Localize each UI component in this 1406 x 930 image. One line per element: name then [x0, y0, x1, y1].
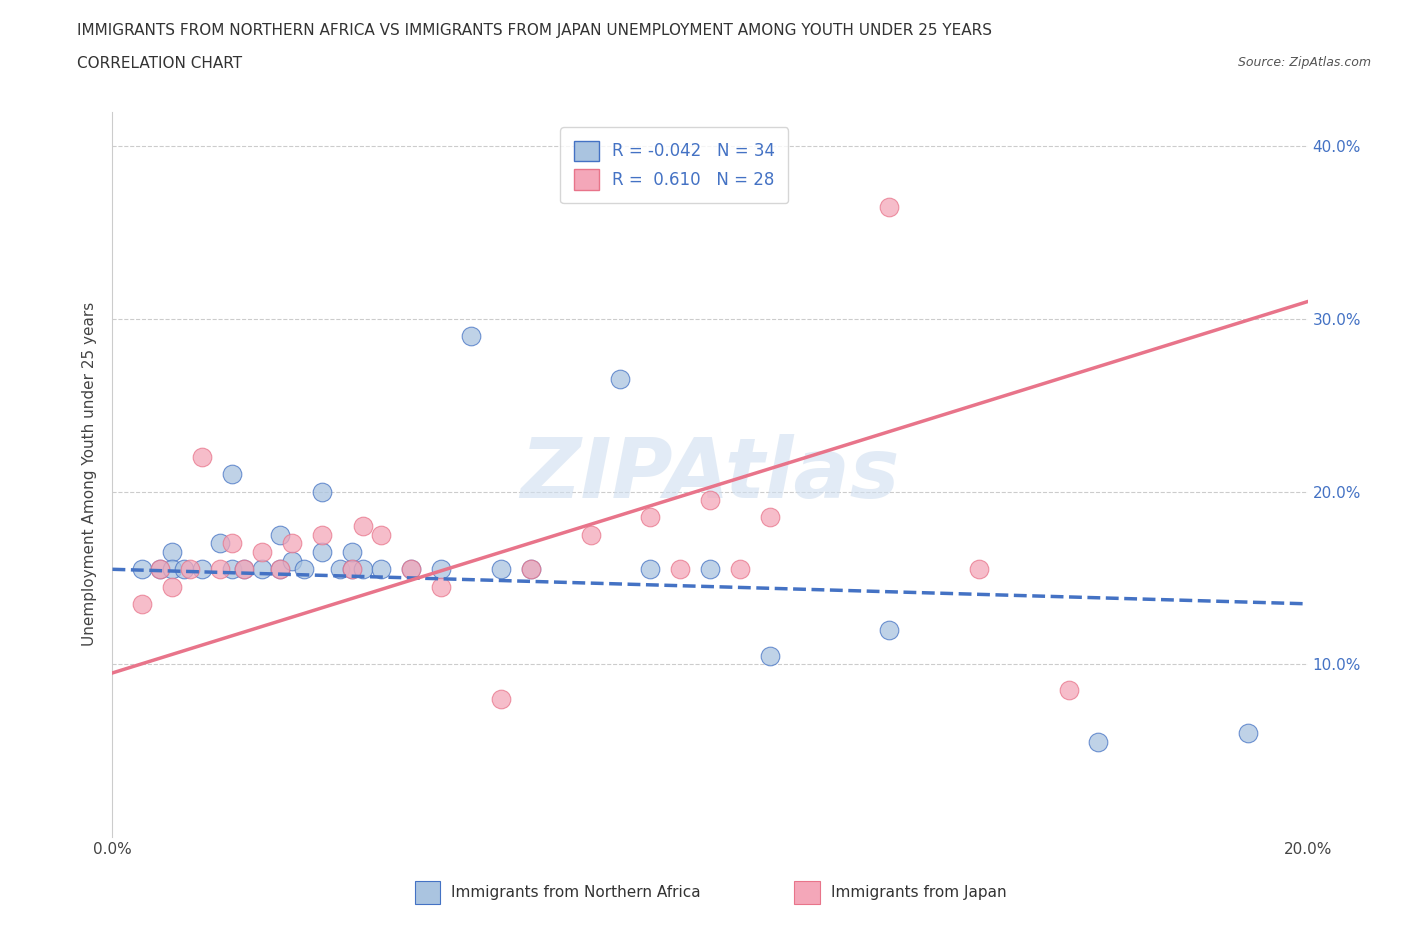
Point [370, 562, 392, 577]
Point [149, 562, 172, 577]
Point [460, 328, 482, 343]
Point [292, 562, 315, 577]
Point [131, 562, 153, 577]
Point [879, 622, 901, 637]
Text: IMMIGRANTS FROM NORTHERN AFRICA VS IMMIGRANTS FROM JAPAN UNEMPLOYMENT AMONG YOUT: IMMIGRANTS FROM NORTHERN AFRICA VS IMMIG… [77, 23, 993, 38]
Point [879, 199, 901, 214]
Point [370, 527, 392, 542]
Point [221, 536, 243, 551]
Point [640, 510, 662, 525]
Point [269, 562, 291, 577]
Point [191, 449, 214, 464]
Point [221, 562, 243, 577]
Point [269, 527, 291, 542]
Point [162, 545, 183, 560]
Point [269, 562, 291, 577]
Point [233, 562, 256, 577]
Point [669, 562, 692, 577]
Point [430, 579, 453, 594]
Point [489, 562, 512, 577]
Point [353, 562, 375, 577]
Point [520, 562, 543, 577]
Point [340, 562, 363, 577]
Point [250, 545, 273, 560]
Point [353, 519, 375, 534]
Point [759, 510, 782, 525]
Point [233, 562, 256, 577]
Text: CORRELATION CHART: CORRELATION CHART [77, 56, 242, 71]
Text: ZIPAtlas: ZIPAtlas [520, 433, 900, 515]
Point [311, 527, 333, 542]
Point [401, 562, 423, 577]
Point [281, 553, 304, 568]
Legend: R = -0.042   N = 34, R =  0.610   N = 28: R = -0.042 N = 34, R = 0.610 N = 28 [560, 127, 789, 203]
Point [967, 562, 990, 577]
Text: Source: ZipAtlas.com: Source: ZipAtlas.com [1237, 56, 1371, 69]
Point [191, 562, 214, 577]
Text: Immigrants from Northern Africa: Immigrants from Northern Africa [451, 884, 702, 900]
Point [340, 545, 363, 560]
Point [311, 545, 333, 560]
Point [179, 562, 201, 577]
Point [311, 485, 333, 499]
Point [430, 562, 453, 577]
Point [1087, 735, 1109, 750]
Point [162, 562, 183, 577]
Point [401, 562, 423, 577]
Point [579, 527, 602, 542]
Point [699, 493, 721, 508]
Point [281, 536, 304, 551]
Point [149, 562, 172, 577]
Point [520, 562, 543, 577]
Point [250, 562, 273, 577]
Point [1237, 726, 1260, 741]
Point [640, 562, 662, 577]
Point [1057, 683, 1080, 698]
Text: Immigrants from Japan: Immigrants from Japan [831, 884, 1007, 900]
Y-axis label: Unemployment Among Youth under 25 years: Unemployment Among Youth under 25 years [82, 302, 97, 646]
Point [162, 579, 183, 594]
Point [209, 536, 232, 551]
Point [329, 562, 352, 577]
Point [340, 562, 363, 577]
Point [609, 372, 631, 387]
Point [728, 562, 751, 577]
Point [173, 562, 195, 577]
Point [699, 562, 721, 577]
Point [221, 467, 243, 482]
Point [489, 691, 512, 706]
Point [209, 562, 232, 577]
Point [759, 648, 782, 663]
Point [131, 596, 153, 611]
